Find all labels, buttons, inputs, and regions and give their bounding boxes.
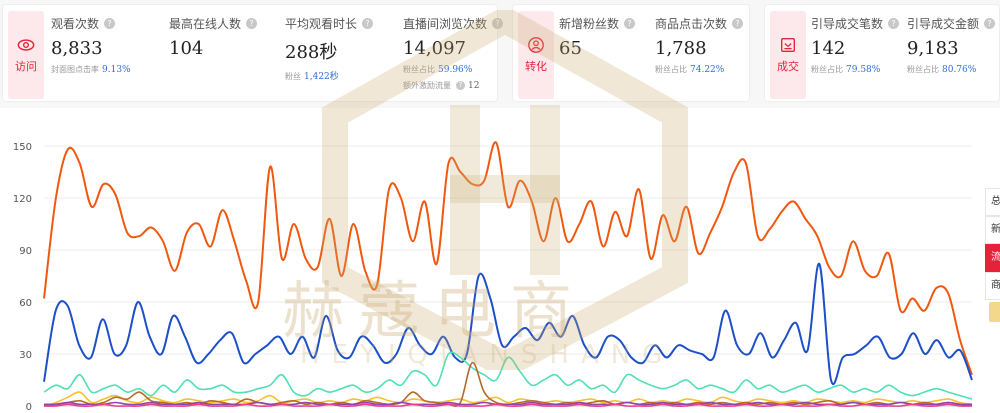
help-icon[interactable]: ? <box>492 18 504 29</box>
metric-room-views-sub-value: 59.96% <box>438 65 473 75</box>
metric-gmv-sub-value: 80.76% <box>942 65 977 75</box>
trend-line-chart[interactable]: 030609012015019:0519:2019:3519:5020:0520… <box>0 120 985 413</box>
metric-room-views: 直播间浏览次数? 14,097 粉丝占比 59.96% 额外激励流量? 12 <box>403 15 504 91</box>
metric-views-sub-value: 9.13% <box>102 65 131 75</box>
deal-category-label: 成交 <box>777 60 799 73</box>
metric-product-clicks-label: 商品点击次数 <box>655 17 728 31</box>
metric-avg-watch-value: 288秒 <box>285 42 338 63</box>
metric-gmv-label: 引导成交金额 <box>907 17 980 31</box>
y-tick-label: 150 <box>13 142 32 153</box>
visit-category-badge: 访问 <box>8 11 44 99</box>
metric-extra-traffic-value: 12 <box>468 80 480 91</box>
metric-room-views-label: 直播间浏览次数 <box>403 17 488 31</box>
metric-new-fans-value: 65 <box>559 38 582 59</box>
user-plus-icon <box>528 37 544 53</box>
side-expand-handle[interactable] <box>989 302 1000 322</box>
metric-peak-online-label: 最高在线人数 <box>169 17 242 31</box>
metric-product-clicks-sub-label: 粉丝占比 <box>655 65 687 74</box>
metric-extra-traffic-label: 额外激励流量 <box>403 81 451 90</box>
help-icon[interactable]: ? <box>456 81 465 90</box>
metric-gmv-value: 9,183 <box>907 38 959 59</box>
side-tab-new[interactable]: 新 <box>985 216 1000 244</box>
series-line-6 <box>43 401 973 406</box>
series-line-7 <box>43 403 973 408</box>
metric-new-fans-label: 新增粉丝数 <box>559 17 620 31</box>
y-tick-label: 90 <box>19 246 32 257</box>
metric-room-views-sub-label: 粉丝占比 <box>403 65 435 74</box>
metric-views-sub-label: 封面图点击率 <box>51 65 99 74</box>
y-tick-label: 30 <box>19 350 32 361</box>
help-icon[interactable]: ? <box>624 18 636 29</box>
metric-product-clicks-sub-value: 74.22% <box>690 65 725 75</box>
metrics-bar: 访问 观看次数? 8,833 封面图点击率 9.13% 最高在线人数? 104 平… <box>0 0 1000 108</box>
series-line-3 <box>43 351 973 400</box>
eye-icon <box>17 39 35 51</box>
metric-room-views-value: 14,097 <box>403 38 466 59</box>
metric-peak-online: 最高在线人数? 104 <box>169 15 258 59</box>
side-tab-product[interactable]: 商 <box>985 272 1000 300</box>
conversion-category-label: 转化 <box>525 60 547 73</box>
metric-avg-watch-sub-value: 1,422秒 <box>304 72 339 82</box>
conversion-card: 转化 新增粉丝数? 65 商品点击次数? 1,788 粉丝占比 74.22% <box>512 4 750 102</box>
help-icon[interactable]: ? <box>362 18 374 29</box>
metric-orders-label: 引导成交笔数 <box>811 17 884 31</box>
metric-orders-sub-label: 粉丝占比 <box>811 65 843 74</box>
metric-product-clicks-value: 1,788 <box>655 38 707 59</box>
metric-avg-watch: 平均观看时长? 288秒 粉丝 1,422秒 <box>285 15 374 82</box>
metric-avg-watch-label: 平均观看时长 <box>285 17 358 31</box>
help-icon[interactable]: ? <box>104 18 116 29</box>
visit-card: 访问 观看次数? 8,833 封面图点击率 9.13% 最高在线人数? 104 平… <box>2 4 504 102</box>
side-tab-group: 总 新 流 商 <box>985 188 1000 300</box>
help-icon[interactable]: ? <box>888 18 900 29</box>
help-icon[interactable]: ? <box>984 18 996 29</box>
side-tab-traffic[interactable]: 流 <box>985 244 1000 272</box>
y-tick-label: 60 <box>19 298 32 309</box>
deal-card: 成交 引导成交笔数? 142 粉丝占比 79.58% 引导成交金额? 9,183 … <box>764 4 1000 102</box>
metric-gmv-sub-label: 粉丝占比 <box>907 65 939 74</box>
metric-new-fans: 新增粉丝数? 65 <box>559 15 636 59</box>
metric-orders: 引导成交笔数? 142 粉丝占比 79.58% <box>811 15 900 75</box>
metric-avg-watch-sub-label: 粉丝 <box>285 72 301 81</box>
metric-gmv: 引导成交金额? 9,183 粉丝占比 80.76% <box>907 15 996 75</box>
help-icon[interactable]: ? <box>246 18 258 29</box>
y-tick-label: 120 <box>13 194 32 205</box>
visit-category-label: 访问 <box>15 60 37 73</box>
y-tick-label: 0 <box>26 402 32 413</box>
side-tab-total[interactable]: 总 <box>985 188 1000 216</box>
metric-peak-online-value: 104 <box>169 38 204 59</box>
series-line-1 <box>43 141 973 376</box>
metric-orders-sub-value: 79.58% <box>846 65 881 75</box>
deal-category-badge: 成交 <box>770 11 806 99</box>
metric-views-label: 观看次数 <box>51 17 100 31</box>
help-icon[interactable]: ? <box>732 18 744 29</box>
order-icon <box>781 38 795 52</box>
metric-views-value: 8,833 <box>51 38 103 59</box>
metric-orders-value: 142 <box>811 38 846 59</box>
metric-views: 观看次数? 8,833 封面图点击率 9.13% <box>51 15 131 75</box>
metric-product-clicks: 商品点击次数? 1,788 粉丝占比 74.22% <box>655 15 744 75</box>
series-line-2 <box>43 262 973 385</box>
series-line-4 <box>43 391 973 407</box>
conversion-category-badge: 转化 <box>518 11 554 99</box>
